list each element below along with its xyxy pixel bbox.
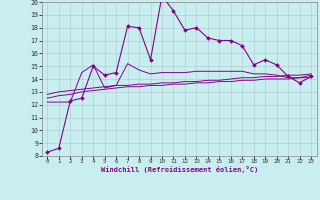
X-axis label: Windchill (Refroidissement éolien,°C): Windchill (Refroidissement éolien,°C): [100, 166, 258, 173]
